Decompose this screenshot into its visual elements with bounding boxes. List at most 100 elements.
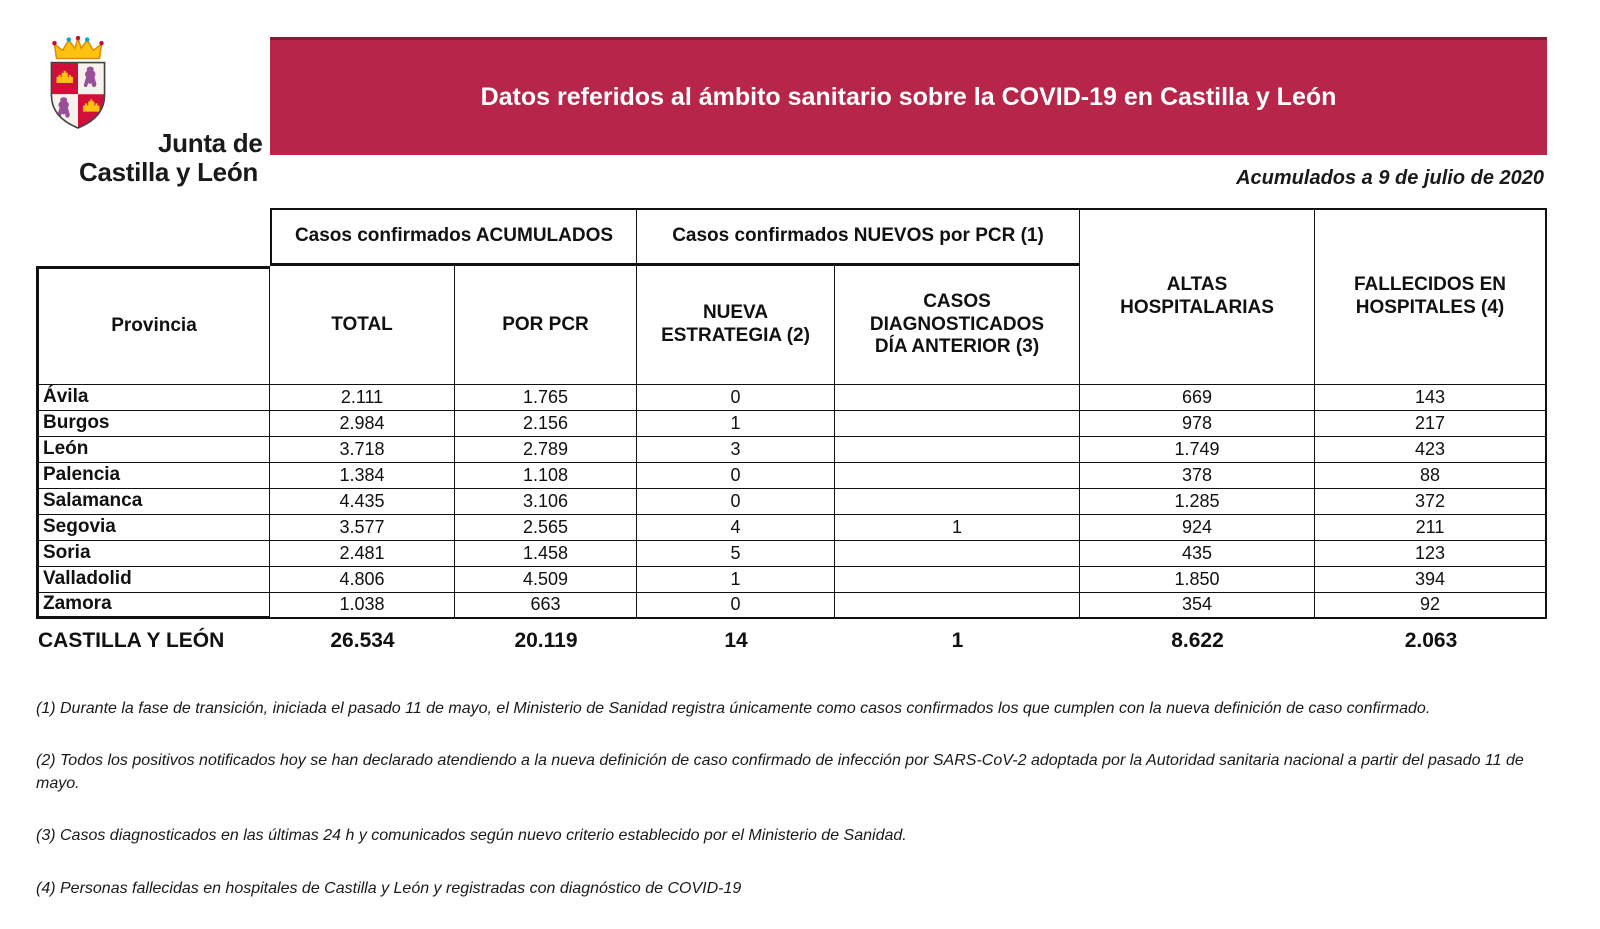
total-row: CASTILLA Y LEÓN 26.534 20.119 14 1 8.622… (36, 620, 1547, 662)
table-cell-fallecidos: 92 (1315, 593, 1547, 619)
title-banner: Datos referidos al ámbito sanitario sobr… (270, 37, 1547, 155)
table-cell-diag-dia-anterior (835, 593, 1080, 619)
footnote-2: (2) Todos los positivos notificados hoy … (36, 752, 1524, 792)
table-cell-fallecidos: 217 (1315, 411, 1547, 437)
column-header-provincia: Provincia (36, 266, 270, 385)
table-cell-nueva-estrategia: 5 (637, 541, 835, 567)
table-cell-nueva-estrategia: 0 (637, 385, 835, 411)
table-cell-fallecidos: 88 (1315, 463, 1547, 489)
province-name: Segovia (36, 515, 270, 541)
table-cell-nueva-estrategia: 0 (637, 593, 835, 619)
column-header-altas: ALTAS HOSPITALARIAS (1080, 208, 1315, 385)
table-cell-fallecidos: 211 (1315, 515, 1547, 541)
table-cell-diag-dia-anterior (835, 411, 1080, 437)
table-cell-total: 4.435 (270, 489, 455, 515)
table-cell-fallecidos: 423 (1315, 437, 1547, 463)
province-name: Soria (36, 541, 270, 567)
total-cell-total: 26.534 (330, 629, 395, 652)
total-cell-por-pcr: 20.119 (514, 629, 578, 652)
table-cell-total: 3.718 (270, 437, 455, 463)
table-cell-altas: 924 (1080, 515, 1315, 541)
table-cell-diag-dia-anterior (835, 541, 1080, 567)
total-row-label: CASTILLA Y LEÓN (38, 629, 225, 652)
table-cell-fallecidos: 143 (1315, 385, 1547, 411)
table-cell-por-pcr: 1.108 (455, 463, 637, 489)
province-name: Burgos (36, 411, 270, 437)
table-cell-diag-dia-anterior (835, 489, 1080, 515)
date-note: Acumulados a 9 de julio de 2020 (1236, 167, 1544, 189)
table-cell-fallecidos: 394 (1315, 567, 1547, 593)
table-cell-total: 2.984 (270, 411, 455, 437)
table-cell-diag-dia-anterior: 1 (835, 515, 1080, 541)
table-cell-altas: 1.850 (1080, 567, 1315, 593)
crown-icon (53, 35, 103, 60)
logo-text-line2: Castilla y León (79, 157, 258, 187)
table-cell-nueva-estrategia: 3 (637, 437, 835, 463)
total-cell-nueva-estrategia: 14 (724, 629, 748, 652)
total-cell-fallecidos: 2.063 (1404, 629, 1458, 652)
table-cell-altas: 1.749 (1080, 437, 1315, 463)
column-header-por-pcr: POR PCR (455, 266, 637, 385)
province-name: Ávila (36, 385, 270, 411)
castle-icon (56, 70, 73, 83)
group-header-nuevos-pcr: Casos confirmados NUEVOS por PCR (1) (637, 208, 1080, 266)
table-cell-por-pcr: 1.458 (455, 541, 637, 567)
table-cell-por-pcr: 3.106 (455, 489, 637, 515)
table-cell-altas: 978 (1080, 411, 1315, 437)
page-title: Datos referidos al ámbito sanitario sobr… (480, 83, 1337, 111)
province-name: Valladolid (36, 567, 270, 593)
column-header-diag-dia-anterior: CASOS DIAGNOSTICADOS DÍA ANTERIOR (3) (835, 266, 1080, 385)
table-cell-altas: 1.285 (1080, 489, 1315, 515)
table-cell-nueva-estrategia: 1 (637, 411, 835, 437)
province-name: Palencia (36, 463, 270, 489)
table-cell-altas: 378 (1080, 463, 1315, 489)
table-cell-diag-dia-anterior (835, 463, 1080, 489)
province-name: León (36, 437, 270, 463)
footnote-4: (4) Personas fallecidas en hospitales de… (36, 879, 742, 897)
table-cell-por-pcr: 1.765 (455, 385, 637, 411)
table-cell-por-pcr: 2.789 (455, 437, 637, 463)
table-cell-total: 1.384 (270, 463, 455, 489)
footnote-3: (3) Casos diagnosticados en las últimas … (36, 827, 907, 845)
lion-icon (83, 66, 97, 88)
province-name: Salamanca (36, 489, 270, 515)
table-cell-altas: 435 (1080, 541, 1315, 567)
total-cell-altas: 8.622 (1171, 629, 1224, 652)
table-cell-nueva-estrategia: 1 (637, 567, 835, 593)
castle-icon (83, 99, 100, 112)
table-cell-total: 1.038 (270, 593, 455, 619)
junta-castilla-leon-logo: Junta de Castilla y León (46, 35, 286, 187)
table-cell-diag-dia-anterior (835, 385, 1080, 411)
table-cell-total: 2.111 (270, 385, 455, 411)
covid-data-table: Casos confirmados ACUMULADOS Casos confi… (36, 208, 1547, 619)
table-cell-diag-dia-anterior (835, 567, 1080, 593)
table-cell-por-pcr: 2.156 (455, 411, 637, 437)
table-cell-fallecidos: 123 (1315, 541, 1547, 567)
province-name: Zamora (36, 593, 270, 619)
total-cell-diag-dia-anterior: 1 (951, 629, 964, 652)
table-cell-diag-dia-anterior (835, 437, 1080, 463)
table-cell-fallecidos: 372 (1315, 489, 1547, 515)
column-header-nueva-estrategia: NUEVA ESTRATEGIA (2) (637, 266, 835, 385)
table-cell-nueva-estrategia: 0 (637, 463, 835, 489)
footnote-1: (1) Durante la fase de transición, inici… (36, 700, 1431, 717)
lion-icon (57, 97, 70, 118)
table-cell-nueva-estrategia: 0 (637, 489, 835, 515)
table-cell-por-pcr: 4.509 (455, 567, 637, 593)
table-cell-total: 4.806 (270, 567, 455, 593)
table-cell-total: 3.577 (270, 515, 455, 541)
table-cell-por-pcr: 663 (455, 593, 637, 619)
table-cell-por-pcr: 2.565 (455, 515, 637, 541)
group-header-acumulados: Casos confirmados ACUMULADOS (270, 208, 637, 266)
table-cell-nueva-estrategia: 4 (637, 515, 835, 541)
table-cell-altas: 669 (1080, 385, 1315, 411)
logo-text-line1: Junta de (158, 128, 263, 158)
empty-corner-cell (36, 208, 270, 266)
coat-of-arms-icon (50, 35, 106, 129)
table-cell-total: 2.481 (270, 541, 455, 567)
column-header-fallecidos: FALLECIDOS EN HOSPITALES (4) (1315, 208, 1547, 385)
column-header-total: TOTAL (270, 266, 455, 385)
footnotes: (1) Durante la fase de transición, inici… (36, 698, 1538, 929)
table-cell-altas: 354 (1080, 593, 1315, 619)
